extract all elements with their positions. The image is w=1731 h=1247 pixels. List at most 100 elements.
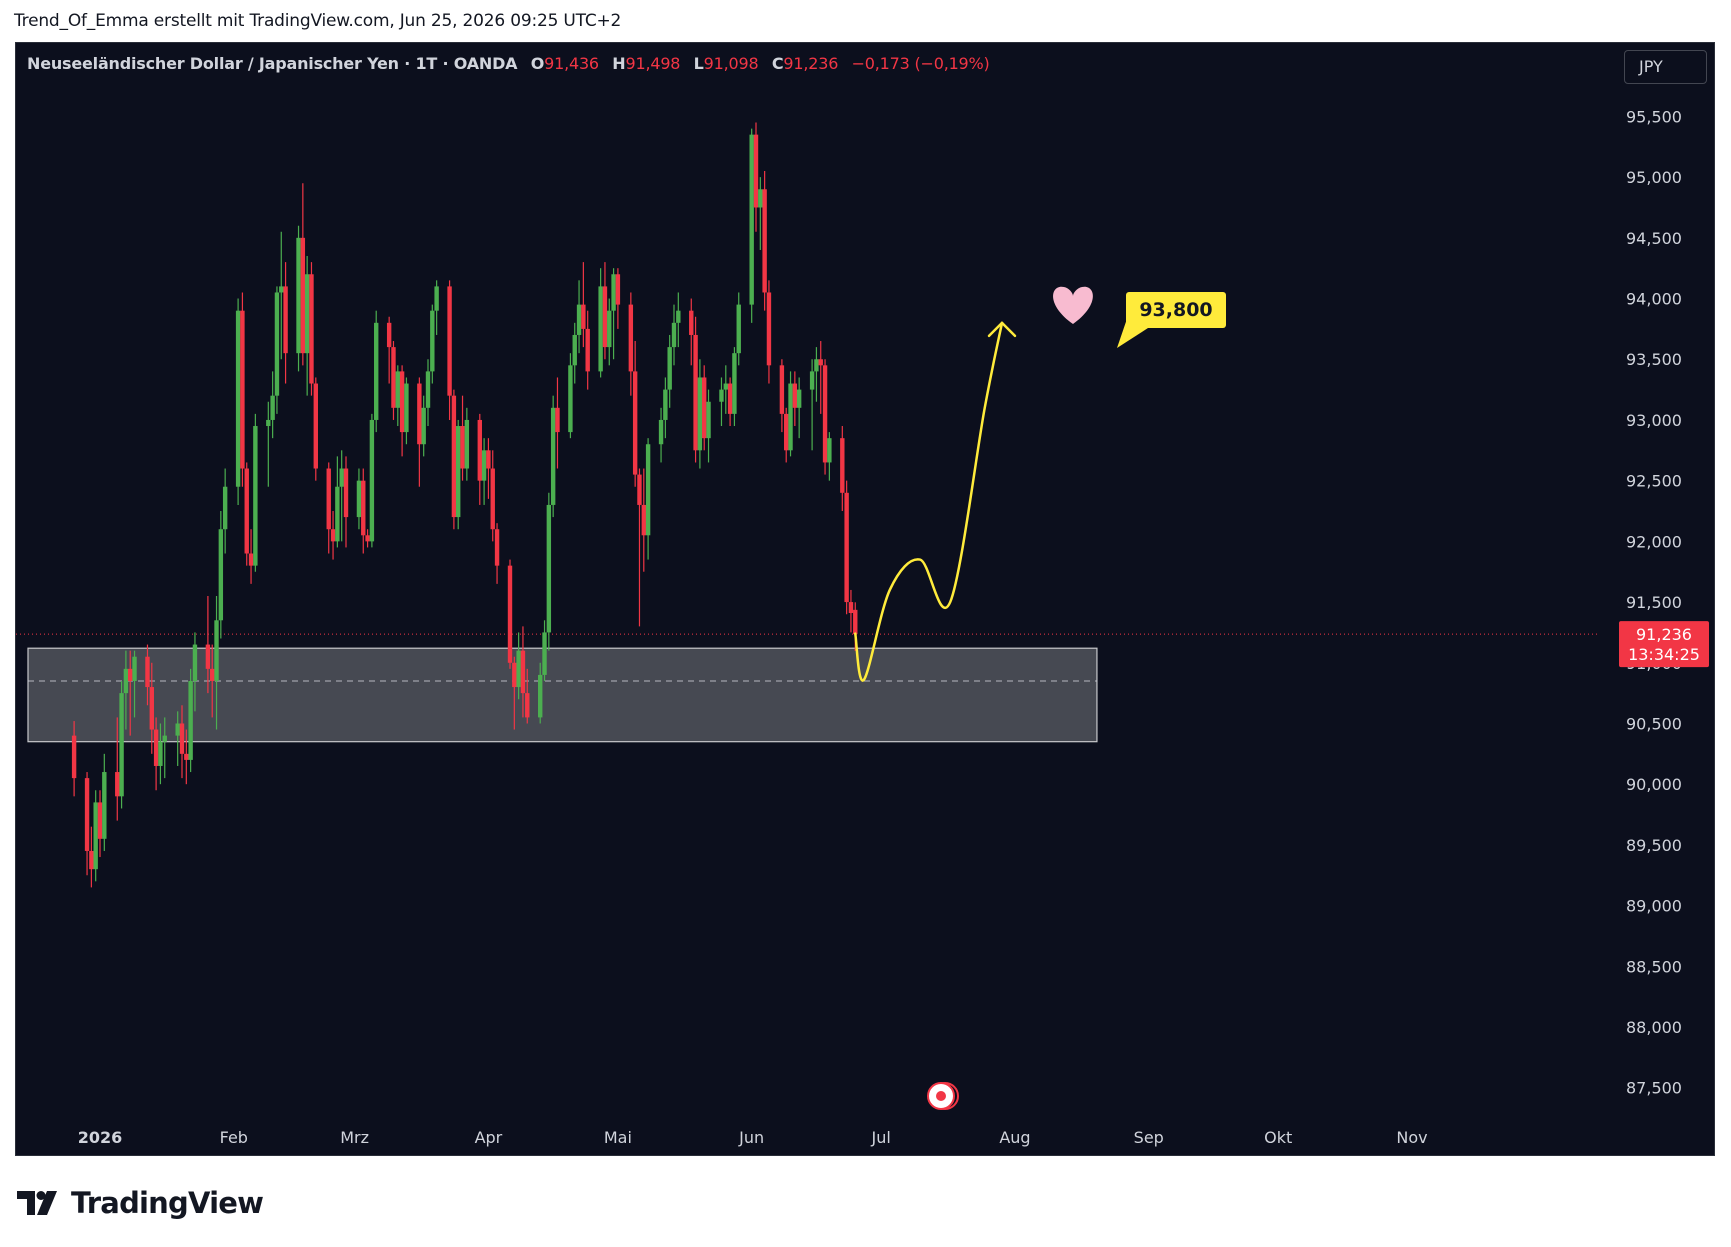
candle[interactable] — [602, 262, 608, 360]
candle[interactable] — [89, 826, 94, 888]
candle[interactable] — [671, 304, 677, 366]
candle[interactable] — [818, 341, 823, 414]
candle[interactable] — [598, 268, 603, 378]
candle[interactable] — [848, 589, 854, 633]
candle[interactable] — [796, 377, 802, 439]
candle[interactable] — [516, 632, 521, 700]
candle[interactable] — [218, 511, 224, 639]
candle[interactable] — [784, 407, 789, 463]
candle[interactable] — [507, 559, 513, 669]
candle[interactable] — [343, 456, 349, 548]
candle[interactable] — [188, 668, 193, 773]
candle[interactable] — [119, 680, 124, 809]
candle[interactable] — [330, 511, 336, 560]
candle[interactable] — [296, 225, 301, 372]
candle[interactable] — [274, 286, 280, 414]
candle[interactable] — [145, 644, 150, 706]
candle[interactable] — [486, 438, 491, 499]
candle[interactable] — [391, 341, 396, 420]
candle[interactable] — [244, 462, 249, 566]
candle[interactable] — [753, 122, 759, 232]
candle[interactable] — [607, 298, 612, 366]
candle[interactable] — [240, 292, 245, 487]
currency-button[interactable]: JPY — [1624, 50, 1707, 84]
candle[interactable] — [727, 377, 733, 427]
candle[interactable] — [676, 292, 681, 348]
candle[interactable] — [706, 389, 711, 463]
candle[interactable] — [762, 171, 767, 311]
candle[interactable] — [158, 723, 163, 785]
candle[interactable] — [430, 304, 435, 384]
candle[interactable] — [84, 772, 90, 876]
candle[interactable] — [361, 468, 366, 554]
candle[interactable] — [369, 413, 375, 548]
candle[interactable] — [253, 413, 258, 572]
candle[interactable] — [550, 395, 556, 518]
candle[interactable] — [153, 717, 159, 791]
candle[interactable] — [822, 359, 828, 475]
candle[interactable] — [779, 359, 785, 433]
candle[interactable] — [175, 711, 180, 766]
candle[interactable] — [572, 322, 577, 384]
candle[interactable] — [827, 432, 832, 481]
candle[interactable] — [719, 377, 724, 427]
candle[interactable] — [538, 662, 543, 724]
candle[interactable] — [434, 280, 439, 335]
candle[interactable] — [723, 365, 728, 414]
candle[interactable] — [814, 347, 819, 402]
candle[interactable] — [542, 620, 547, 681]
candle[interactable] — [615, 268, 621, 329]
candle[interactable] — [248, 529, 254, 584]
candle[interactable] — [494, 523, 500, 584]
candle[interactable] — [270, 371, 275, 439]
projection-curve[interactable] — [854, 321, 1004, 682]
candle[interactable] — [611, 268, 616, 360]
candle[interactable] — [658, 407, 664, 463]
candle[interactable] — [192, 632, 198, 712]
candle[interactable] — [399, 365, 405, 457]
candle[interactable] — [179, 705, 185, 779]
candle[interactable] — [464, 407, 470, 481]
candle[interactable] — [447, 280, 452, 420]
candle[interactable] — [844, 480, 849, 615]
candle[interactable] — [809, 359, 815, 451]
candle[interactable] — [335, 456, 340, 548]
candle[interactable] — [585, 310, 590, 390]
candle[interactable] — [697, 359, 703, 469]
candle[interactable] — [222, 468, 228, 554]
candle[interactable] — [162, 717, 167, 779]
candle[interactable] — [477, 413, 482, 505]
candle[interactable] — [115, 717, 120, 821]
candle[interactable] — [546, 492, 552, 651]
candle[interactable] — [689, 298, 694, 366]
candle[interactable] — [205, 596, 211, 694]
candle[interactable] — [632, 341, 638, 487]
tradingview-logo[interactable]: TradingView — [17, 1186, 264, 1220]
candle[interactable] — [71, 721, 77, 797]
candle[interactable] — [132, 650, 137, 718]
candle[interactable] — [279, 231, 284, 360]
target-callout[interactable]: 93,800 — [1117, 292, 1226, 348]
candle[interactable] — [788, 371, 793, 457]
candle[interactable] — [581, 262, 586, 348]
candle[interactable] — [525, 668, 530, 724]
candle[interactable] — [736, 292, 741, 366]
candle[interactable] — [97, 790, 103, 858]
candle[interactable] — [456, 419, 461, 530]
candle[interactable] — [374, 310, 379, 433]
candle[interactable] — [628, 292, 634, 396]
candle[interactable] — [365, 529, 370, 548]
candle[interactable] — [356, 468, 362, 530]
candle[interactable] — [123, 650, 129, 730]
candle[interactable] — [766, 280, 772, 384]
candle[interactable] — [326, 462, 331, 554]
candle[interactable] — [520, 626, 526, 718]
candle[interactable] — [576, 280, 582, 354]
candle[interactable] — [184, 729, 189, 785]
candle[interactable] — [425, 359, 431, 427]
candle[interactable] — [128, 650, 133, 736]
candle[interactable] — [568, 353, 573, 439]
support-zone[interactable] — [27, 647, 1098, 743]
